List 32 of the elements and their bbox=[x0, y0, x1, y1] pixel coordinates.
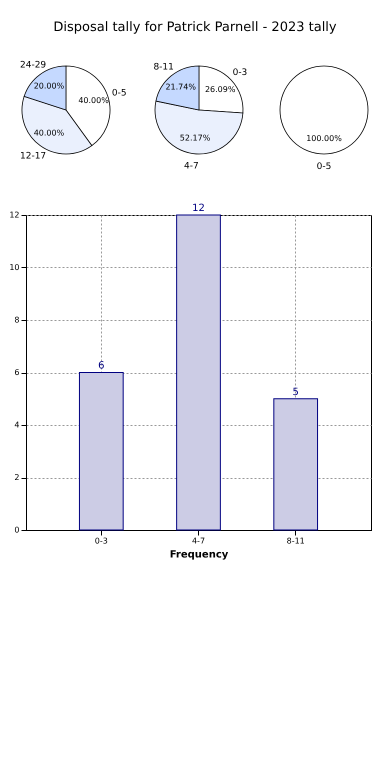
data-label: 6 bbox=[98, 360, 105, 372]
y-tick-label: 4 bbox=[14, 420, 20, 430]
bar bbox=[176, 214, 221, 530]
x-tick-label: 8-11 bbox=[286, 536, 305, 546]
data-label: 40.00% bbox=[34, 128, 65, 138]
x-tick-label: 0-3 bbox=[94, 536, 108, 546]
data-label: 26.09% bbox=[205, 85, 236, 94]
slice-label: 12-17 bbox=[20, 151, 46, 162]
y-tick-label: 0 bbox=[14, 526, 20, 534]
bar bbox=[273, 398, 318, 530]
slice-label: 8-11 bbox=[154, 62, 174, 73]
slice-label: 4-7 bbox=[184, 161, 200, 172]
text: Disposal tally for Patrick Parnell - 2023 tally bbox=[52, 19, 338, 37]
y-tick-label: 6 bbox=[14, 368, 20, 377]
y-tick-label: 10 bbox=[9, 263, 20, 272]
x-axis-title: Frequency bbox=[170, 550, 229, 560]
bar bbox=[78, 372, 124, 530]
data-label: 20.00% bbox=[34, 82, 65, 91]
data-label: 100.00% bbox=[306, 134, 342, 143]
data-label: 52.17% bbox=[180, 134, 212, 143]
y-tick-label: 12 bbox=[9, 210, 20, 220]
slice-label: 0-5 bbox=[316, 162, 332, 172]
slice-label: 0-5 bbox=[112, 88, 127, 99]
y-tick-label: 2 bbox=[14, 473, 20, 482]
x-tick-label: 4-7 bbox=[192, 536, 206, 546]
slice-label: 0-3 bbox=[233, 68, 248, 78]
y-tick-label: 8 bbox=[14, 316, 20, 324]
data-label: 12 bbox=[192, 203, 205, 214]
slice-label: 24-29 bbox=[20, 60, 47, 71]
data-label: 5 bbox=[292, 386, 299, 398]
data-label: 40.00% bbox=[78, 96, 110, 106]
data-label: 21.74% bbox=[166, 82, 197, 92]
